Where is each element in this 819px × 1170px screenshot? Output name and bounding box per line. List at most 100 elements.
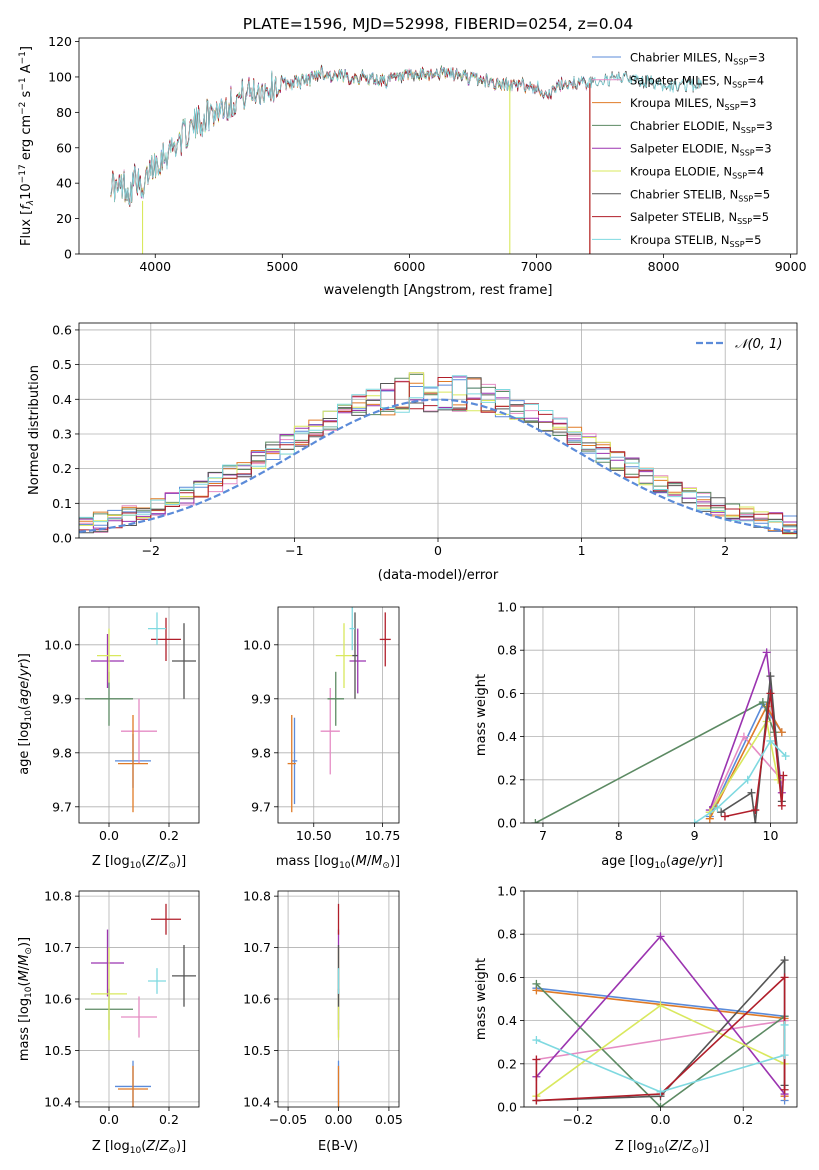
mass_vs_ebv-frame — [277, 890, 400, 1108]
weight_vs_Z-ytick-label: 0.8 — [497, 927, 517, 942]
age_vs_mass-ytick-label: 9.9 — [251, 691, 271, 706]
weight-vs-metallicity-panel: −0.2 0.0 0.2 0.0 0.2 0.4 0.6 0.8 1.0 Z [log10(Z/… — [474, 884, 798, 1156]
weight_vs_age-marker-kroupa-stelib — [743, 775, 752, 784]
age_vs_mass-point-kroupa-miles — [287, 715, 296, 813]
weight_vs_Z-marker-salpeter-stelib — [532, 1055, 541, 1064]
weight-vs-metallicity-plot-area: −0.2 0.0 0.2 0.0 0.2 0.4 0.6 0.8 1.0 — [497, 884, 798, 1127]
weight_vs_age-ytick-label: 1.0 — [497, 600, 517, 615]
mass_vs_Z-frame — [78, 890, 200, 1108]
weight-vs-age-ylabel: mass weight — [474, 674, 489, 756]
weight_vs_age-xtick-label: 9 — [691, 828, 699, 843]
age_vs_Z-ytick-label: 10.0 — [44, 637, 72, 652]
age_vs_Z-point-kroupa-elodie — [97, 628, 121, 683]
mass_vs_Z-point-salpeter-elodie — [91, 929, 124, 997]
weight_vs_age-xtick-label: 10 — [763, 828, 779, 843]
mass_vs_ebv-xtick-label: 0.00 — [325, 1112, 353, 1127]
spectrum-xtick-label: 9000 — [775, 259, 807, 274]
weight_vs_age-marker-chabrier-elodie — [531, 819, 540, 823]
residuals-legend: 𝒩(0, 1) — [696, 337, 782, 352]
mass_vs_Z-point-kroupa-miles — [118, 1065, 148, 1107]
age-vs-mass-panel: 10.50 10.75 9.7 9.8 9.9 10.0 mass [log10(M/M⊙… — [243, 606, 401, 871]
residuals-xtick-label: 0 — [434, 543, 442, 558]
figure-title: PLATE=1596, MJD=52998, FIBERID=0254, z=0… — [243, 15, 633, 33]
age_vs_mass-ytick-label: 10.0 — [243, 637, 271, 652]
age-vs-metallicity-xlabel: Z [log10(Z/Z⊙)] — [92, 854, 186, 871]
weight_vs_Z-frame — [523, 890, 798, 1108]
weight_vs_Z-marker-salpeter-elodie — [656, 932, 665, 941]
age_vs_mass-point-kroupa-elodie — [335, 623, 353, 688]
mass_vs_Z-point-kroupa-elodie — [91, 947, 127, 1041]
age_vs_mass-ytick-label: 9.8 — [251, 745, 271, 760]
age_vs_Z-point-kroupa-stelib — [148, 612, 166, 645]
residuals-plot-area: −2 −1 0 1 2 0.0 0.1 0.2 0.3 0.4 0.5 0.6 — [52, 322, 798, 558]
age_vs_mass-xtick-label: 10.75 — [365, 828, 401, 843]
mass_vs_Z-xtick-label: 0.2 — [159, 1112, 179, 1127]
weight_vs_age-marker-kroupa-stelib — [766, 736, 775, 745]
age_vs_mass-point-salpeter-stelib — [379, 612, 391, 667]
spectrum-series-kroupa-stelib — [110, 65, 703, 206]
residuals-axes: −2 −1 0 1 2 0.0 0.1 0.2 0.3 0.4 0.5 0.6 — [52, 322, 798, 558]
age_vs_Z-xtick-label: 0.0 — [99, 828, 119, 843]
weight_vs_Z-xtick-label: −0.2 — [563, 1112, 593, 1127]
age_vs_mass-point-chabrier-stelib — [352, 612, 358, 699]
residuals-panel: −2 −1 0 1 2 0.0 0.1 0.2 0.3 0.4 0.5 0.6 (data-model… — [27, 322, 798, 583]
weight_vs_age-ytick-label: 0.6 — [497, 686, 517, 701]
spectrum-xtick-label: 6000 — [394, 259, 426, 274]
mass-vs-extinction-plot-area: −0.05 0.00 0.05 10.4 10.5 10.6 10.7 10.8 — [243, 889, 403, 1127]
spectrum-panel: 4000 5000 6000 7000 8000 9000020406080100120 … — [18, 34, 807, 298]
mass-vs-extinction-panel: −0.05 0.00 0.05 10.4 10.5 10.6 10.7 10.8 E(B-V) — [243, 889, 403, 1154]
weight_vs_age-marker-salpeter-miles — [739, 732, 748, 741]
weight_vs_age-marker-salpeter-stelib — [777, 801, 786, 810]
weight_vs_age-marker-salpeter-stelib — [779, 771, 788, 780]
residuals-ytick-label: 0.1 — [52, 496, 72, 511]
residuals-ytick-label: 0.3 — [52, 426, 72, 441]
weight-vs-metallicity-ylabel: mass weight — [474, 958, 489, 1040]
spectrum-ytick-label: 60 — [56, 140, 72, 155]
mass_vs_Z-ytick-label: 10.4 — [44, 1094, 72, 1109]
mass_vs_Z-point-chabrier-stelib — [172, 945, 196, 1007]
weight_vs_age-marker-chabrier-stelib — [766, 672, 775, 681]
mass_vs_ebv-ytick-label: 10.4 — [243, 1094, 271, 1109]
spectrum-legend-label-salpeter-miles: Salpeter MILES, NSSP=4 — [630, 73, 764, 89]
age_vs_Z-point-kroupa-miles — [118, 715, 148, 813]
weight_vs_Z-marker-chabrier-elodie — [532, 979, 541, 988]
weight_vs_age-marker-kroupa-stelib — [690, 819, 699, 823]
weight_vs_Z-marker-chabrier-elodie — [656, 1103, 665, 1107]
residuals-legend-label: 𝒩(0, 1) — [735, 337, 782, 352]
spectrum-legend-label-salpeter-elodie: Salpeter ELODIE, NSSP=3 — [630, 142, 772, 158]
weight_vs_Z-marker-salpeter-stelib — [780, 1085, 789, 1094]
residuals-xtick-label: 1 — [578, 543, 586, 558]
mass-vs-extinction-xlabel: E(B-V) — [318, 1139, 358, 1154]
residuals-ytick-label: 0.0 — [52, 531, 72, 546]
mass_vs_ebv-ytick-label: 10.8 — [243, 889, 271, 904]
spectrum-frame — [78, 37, 798, 255]
weight_vs_age-marker-kroupa-stelib — [713, 803, 722, 812]
age-vs-mass-plot-area: 10.50 10.75 9.7 9.8 9.9 10.0 — [243, 606, 401, 843]
spectrum-ytick-label: 0 — [64, 247, 72, 262]
weight-vs-age-xlabel: age [log10(age/yr)] — [601, 854, 723, 871]
spectrum-ytick-label: 80 — [56, 105, 72, 120]
weight_vs_Z-ytick-label: 0.2 — [497, 1056, 517, 1071]
spectrum-ylabel: Flux [fλ10−17 erg cm−2 s−1 A−1] — [18, 46, 36, 246]
mass_vs_Z-marks — [85, 903, 196, 1107]
age_vs_Z-ytick-label: 9.8 — [52, 745, 72, 760]
residuals-xtick-label: −1 — [285, 543, 303, 558]
mass-vs-metallicity-ylabel: mass [log10(M/M⊙)] — [17, 937, 34, 1061]
age_vs_Z-ytick-label: 9.9 — [52, 691, 72, 706]
weight_vs_Z-ytick-label: 0.6 — [497, 970, 517, 985]
weight-vs-age-plot-area: 7 8 9 10 0.0 0.2 0.4 0.6 0.8 1.0 — [497, 600, 798, 843]
mass_vs_Z-point-salpeter-stelib — [151, 903, 181, 935]
weight_vs_Z-marker-chabrier-stelib — [780, 956, 789, 965]
weight_vs_Z-marker-kroupa-stelib — [532, 1036, 541, 1045]
weight_vs_age-marker-kroupa-miles — [777, 728, 786, 737]
weight_vs_age-marker-kroupa-stelib — [781, 752, 790, 761]
weight_vs_Z-marker-kroupa-stelib — [780, 1051, 789, 1060]
age_vs_mass-axes: 10.50 10.75 9.7 9.8 9.9 10.0 — [243, 606, 401, 843]
mass_vs_ebv-xtick-label: −0.05 — [269, 1112, 307, 1127]
age_vs_mass-marks — [287, 607, 391, 813]
weight_vs_age-xtick-label: 8 — [615, 828, 623, 843]
weight-vs-metallicity-xlabel: Z [log10(Z/Z⊙)] — [615, 1139, 709, 1156]
mass-vs-metallicity-plot-area: 0.0 0.2 10.4 10.5 10.6 10.7 10.8 — [44, 889, 200, 1127]
age_vs_Z-marks — [85, 612, 196, 813]
age_vs_Z-frame — [78, 606, 200, 824]
